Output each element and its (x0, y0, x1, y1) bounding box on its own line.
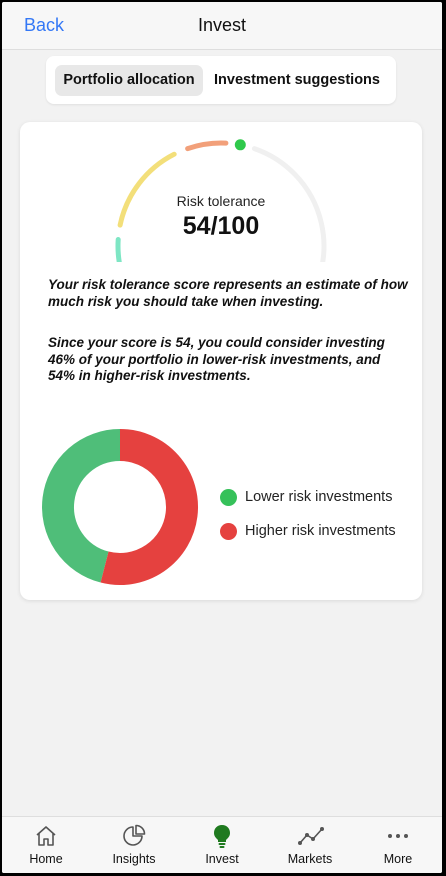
gauge-segment-high (185, 140, 229, 152)
gauge-segment-low (115, 237, 122, 262)
risk-explanation: Your risk tolerance score represents an … (48, 277, 408, 309)
legend-label-lower-risk: Lower risk investments (245, 489, 393, 505)
tab-insights[interactable]: Insights (90, 817, 178, 873)
tab-markets[interactable]: Markets (266, 817, 354, 873)
back-button[interactable]: Back (24, 15, 65, 35)
tab-invest[interactable]: Invest (178, 817, 266, 873)
gauge-segment-medium (117, 151, 177, 228)
tab-label-markets: Markets (287, 852, 333, 866)
legend-dot-higher-risk (220, 523, 237, 540)
more-dots-icon (388, 834, 408, 838)
home-icon (36, 826, 56, 846)
gauge-indicator (234, 139, 246, 151)
nav-bar: Back Invest (2, 2, 442, 50)
page-title: Invest (197, 15, 247, 35)
gauge-track (251, 146, 327, 262)
risk-tolerance-label: Risk tolerance (176, 193, 266, 209)
tab-bar: Home Insights Invest Markets (2, 816, 442, 873)
allocation-donut-chart (42, 429, 198, 585)
tab-portfolio-allocation[interactable]: Portfolio allocation (55, 65, 203, 96)
tab-label-more: More (383, 852, 413, 866)
lightbulb-icon (214, 825, 230, 848)
allocation-recommendation: Since your score is 54, you could consid… (48, 335, 385, 383)
tab-label-invest: Invest (205, 852, 239, 866)
risk-gauge (115, 139, 327, 262)
risk-card: Risk tolerance 54/100 Your risk toleranc… (20, 122, 422, 600)
tab-home[interactable]: Home (2, 817, 90, 873)
pie-chart-icon (123, 824, 146, 846)
donut-slice-lower-risk (42, 429, 121, 583)
legend-dot-lower-risk (220, 489, 237, 506)
tab-more[interactable]: More (354, 817, 442, 873)
risk-tolerance-score: 54/100 (182, 212, 260, 240)
segmented-control: Portfolio allocation Investment suggesti… (46, 56, 396, 104)
legend-label-higher-risk: Higher risk investments (245, 523, 396, 539)
tab-label-home: Home (29, 852, 63, 866)
tab-label-insights: Insights (112, 852, 156, 866)
tab-investment-suggestions[interactable]: Investment suggestions (214, 72, 380, 88)
line-chart-icon (298, 827, 324, 845)
donut-slice-higher-risk (100, 429, 198, 585)
